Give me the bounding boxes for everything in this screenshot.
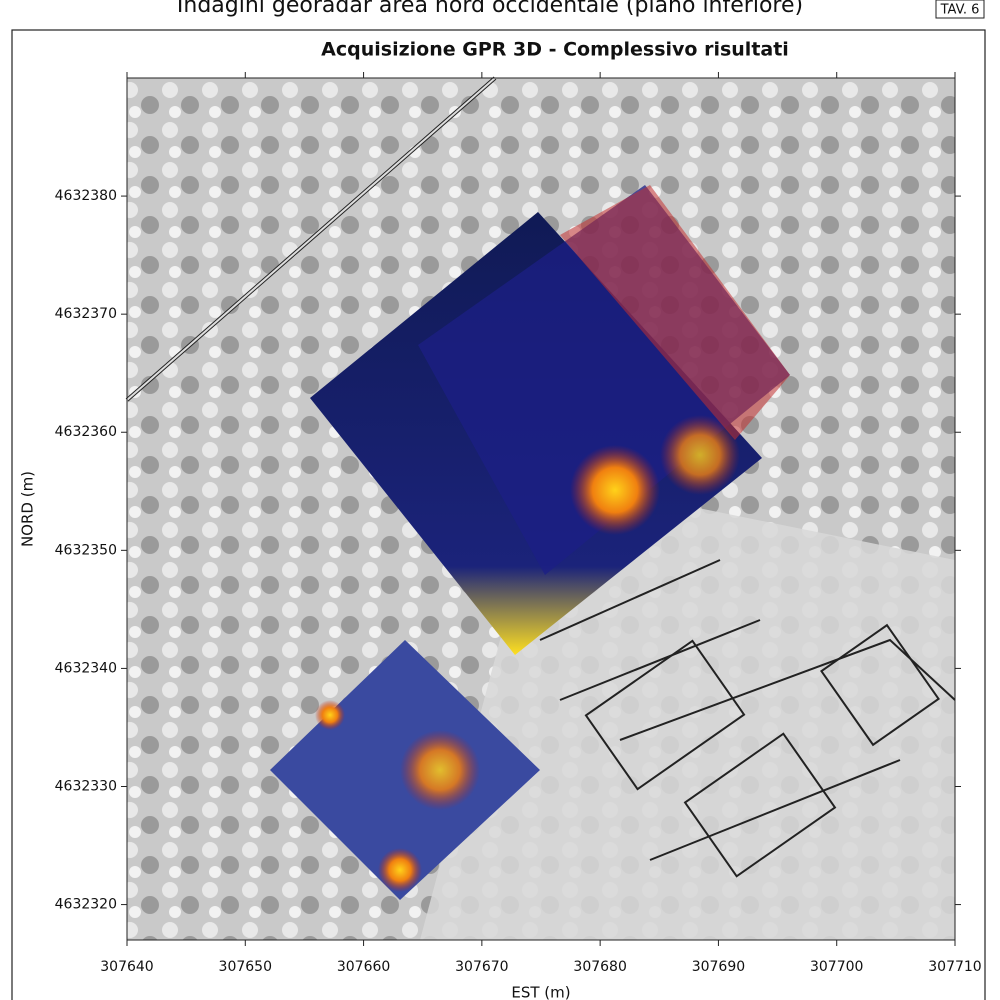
y-tick-label: 4632320	[55, 897, 117, 913]
y-tick-label: 4632350	[55, 542, 117, 558]
x-tick-label: 307670	[455, 959, 508, 975]
y-tick-label: 4632370	[55, 306, 117, 322]
y-tick-label: 4632330	[55, 778, 117, 794]
x-tick-label: 307700	[810, 959, 863, 975]
header-title: Indagini georadar area nord occidentale …	[177, 0, 803, 18]
map-title: Acquisizione GPR 3D - Complessivo risult…	[321, 39, 789, 61]
y-tick-label: 4632340	[55, 660, 117, 676]
x-tick-label: 307690	[692, 959, 745, 975]
map-image	[125, 76, 956, 940]
frame	[11, 29, 986, 1000]
x-tick-label: 307710	[928, 959, 981, 975]
sheet-box	[935, 0, 985, 19]
y-tick-label: 4632360	[55, 424, 117, 440]
x-tick-label: 307660	[337, 959, 390, 975]
x-tick-label: 307650	[219, 959, 272, 975]
x-tick-label: 307640	[100, 959, 153, 975]
plot-border	[126, 77, 956, 941]
y-tick-label: 4632380	[55, 188, 117, 204]
x-tick-label: 307680	[573, 959, 626, 975]
sheet-label: TAV. 6	[940, 3, 980, 18]
x-axis-label: EST (m)	[511, 984, 570, 1000]
y-axis-label: NORD (m)	[19, 471, 37, 547]
